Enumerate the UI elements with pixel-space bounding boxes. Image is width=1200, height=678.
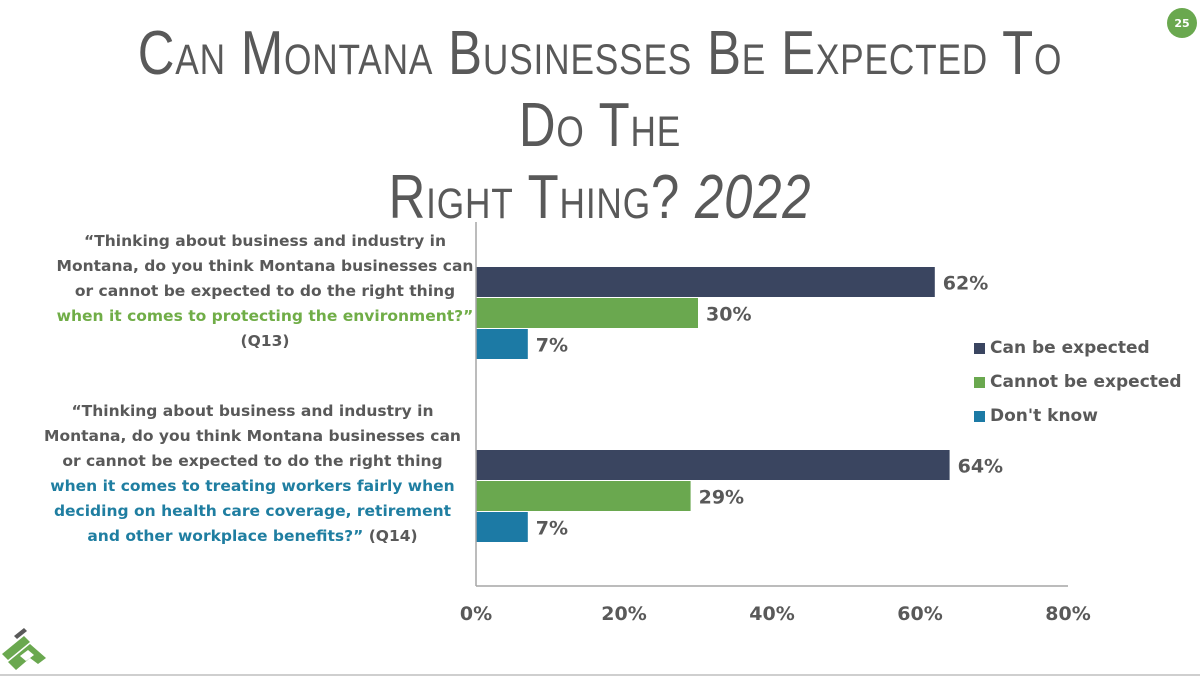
footer-divider xyxy=(0,674,1200,676)
bar-q13-cannot-be-expected xyxy=(476,298,698,328)
company-logo-icon xyxy=(2,628,46,670)
legend-item-cannot-be-expected: Cannot be expected xyxy=(974,365,1182,399)
title-line-2-text: Right Thing? xyxy=(388,163,681,232)
legend-swatch-dont-know xyxy=(974,410,985,422)
data-label-q13-can-be-expected: 62% xyxy=(943,273,988,295)
legend-item-dont-know: Don't know xyxy=(974,399,1182,433)
legend-swatch-can-be-expected xyxy=(974,342,985,354)
data-label-q13-cannot-be-expected: 30% xyxy=(706,304,751,326)
question-q14-text: “Thinking about business and industry in… xyxy=(40,399,465,549)
x-tick-label-80: 80% xyxy=(1045,603,1090,625)
bar-q14-cannot-be-expected xyxy=(476,481,691,511)
data-label-q14-dont-know: 7% xyxy=(536,518,568,540)
question-q13-text: “Thinking about business and industry in… xyxy=(50,229,480,354)
legend-label-dont-know: Don't know xyxy=(990,406,1098,426)
title-line-1: Can Montana Businesses Be Expected To Do… xyxy=(137,19,1063,160)
page-number-badge: 25 xyxy=(1167,8,1197,38)
slide-title: Can Montana Businesses Be Expected To Do… xyxy=(108,18,1092,234)
x-tick-label-40: 40% xyxy=(749,603,794,625)
title-year: 2022 xyxy=(695,163,812,232)
question-q13-post: (Q13) xyxy=(240,332,290,350)
bar-q14-dont-know xyxy=(476,512,528,542)
bar-q13-can-be-expected xyxy=(476,267,935,297)
legend-item-can-be-expected: Can be expected xyxy=(974,331,1182,365)
question-q14-post: (Q14) xyxy=(363,527,418,545)
bar-q13-dont-know xyxy=(476,329,528,359)
title-line-2: Right Thing? 2022 xyxy=(108,162,1092,234)
legend-swatch-cannot-be-expected xyxy=(974,376,985,388)
data-label-q14-cannot-be-expected: 29% xyxy=(699,487,744,509)
bar-q14-can-be-expected xyxy=(476,450,950,480)
data-label-q13-dont-know: 7% xyxy=(536,335,568,357)
x-tick-label-60: 60% xyxy=(897,603,942,625)
x-tick-label-0: 0% xyxy=(460,603,492,625)
legend-label-can-be-expected: Can be expected xyxy=(990,338,1150,358)
data-label-q14-can-be-expected: 64% xyxy=(958,456,1003,478)
question-q14-pre: “Thinking about business and industry in… xyxy=(44,402,461,470)
question-q14-highlight: when it comes to treating workers fairly… xyxy=(50,477,455,545)
question-q13-pre: “Thinking about business and industry in… xyxy=(56,232,474,300)
chart-legend: Can be expected Cannot be expected Don't… xyxy=(974,331,1182,433)
x-tick-label-20: 20% xyxy=(601,603,646,625)
legend-label-cannot-be-expected: Cannot be expected xyxy=(990,372,1182,392)
question-q13-highlight: when it comes to protecting the environm… xyxy=(56,307,474,325)
